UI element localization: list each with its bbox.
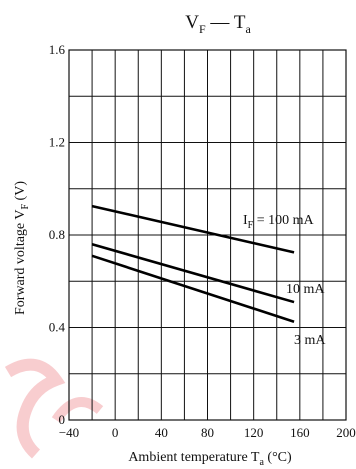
y-tick-label: 0 (59, 412, 66, 427)
series-line (91, 243, 295, 304)
x-tick-label: 80 (201, 425, 214, 440)
y-tick-label: 1.6 (49, 42, 66, 57)
series-label: 10 mA (286, 282, 325, 297)
x-tick-labels: −40 0 40 80 120 160 200 (59, 425, 356, 440)
series-line (91, 254, 295, 323)
x-tick-label: −40 (59, 425, 79, 440)
x-tick-label: 200 (336, 425, 356, 440)
series-labels: IF = 100 mA 10 mA 3 mA (243, 213, 326, 348)
y-tick-label: 1.2 (49, 135, 65, 150)
plot-frame (68, 49, 347, 421)
x-tick-label: 0 (112, 425, 119, 440)
y-tick-label: 0.8 (49, 227, 65, 242)
x-tick-label: 40 (155, 425, 168, 440)
grid-lines (68, 49, 347, 421)
chart-title: VF — Ta (185, 12, 251, 36)
x-axis-label: Ambient temperature Ta (°C) (128, 450, 292, 468)
x-tick-label: 120 (244, 425, 264, 440)
y-axis-label: Forward voltage VF (V) (13, 181, 31, 315)
series-label: IF = 100 mA (243, 213, 315, 231)
watermark (4, 358, 104, 459)
series-label: 3 mA (294, 333, 326, 348)
series-lines (91, 204, 295, 323)
x-tick-label: 160 (290, 425, 310, 440)
y-tick-labels: 0 0.4 0.8 1.2 1.6 (49, 42, 66, 427)
series-line (91, 204, 295, 254)
y-tick-label: 0.4 (49, 320, 66, 335)
